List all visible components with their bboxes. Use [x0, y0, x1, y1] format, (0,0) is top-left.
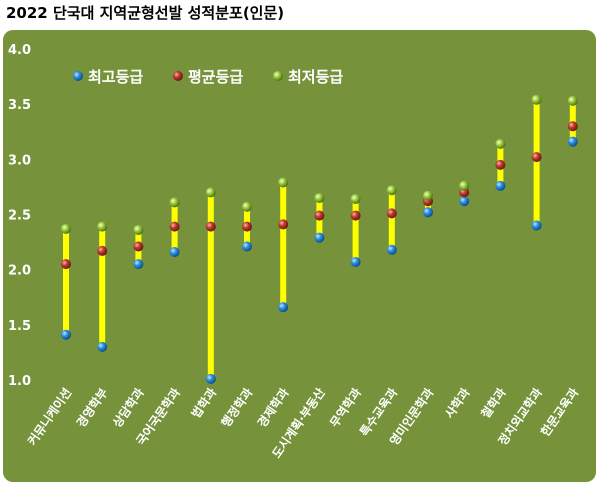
average-grade-point — [350, 210, 361, 221]
min-grade-point — [242, 201, 252, 212]
page-title: 2022 단국대 지역균형선발 성적분포(인문) — [6, 4, 285, 22]
max-grade-point — [205, 373, 216, 384]
max-grade-point — [97, 341, 108, 352]
min-grade-point — [386, 185, 397, 196]
min-grade-point — [567, 95, 578, 106]
min-grade-point — [495, 138, 506, 149]
legend-label: 최고등급 — [88, 68, 143, 86]
average-grade-point — [169, 221, 180, 232]
legend-label: 평균등급 — [188, 68, 243, 86]
min-grade-point — [133, 224, 144, 235]
min-grade-point — [61, 223, 71, 234]
legend-label: 최저등급 — [288, 68, 343, 86]
max-grade-point — [423, 207, 433, 218]
max-grade-point — [567, 136, 578, 147]
max-grade-point — [459, 196, 470, 207]
average-grade-point — [205, 221, 216, 232]
max-grade-point — [386, 244, 397, 255]
y-tick-label: 1.5 — [8, 319, 31, 334]
max-grade-point — [278, 302, 289, 313]
y-tick-label: 2.5 — [8, 209, 31, 224]
legend-item-min: 최저등급 — [273, 68, 343, 86]
min-grade-point — [459, 180, 470, 191]
min-grade-point — [97, 221, 108, 232]
max-grade-point — [350, 256, 361, 267]
min-grade-point — [531, 94, 542, 105]
y-tick-label: 3.0 — [8, 153, 31, 168]
min-grade-point — [169, 197, 180, 208]
average-grade-point — [386, 208, 397, 219]
max-grade-point — [133, 259, 144, 270]
average-grade-point — [97, 245, 108, 256]
min-grade-point — [278, 177, 289, 188]
average-grade-point — [314, 210, 325, 221]
average-grade-point — [133, 241, 144, 252]
max-grade-point — [169, 247, 180, 258]
max-grade-point — [61, 329, 71, 340]
min-grade-point — [423, 190, 433, 201]
min-grade-point — [205, 187, 216, 198]
plot-background — [3, 30, 596, 482]
legend-marker — [73, 71, 83, 81]
legend-item-max: 최고등급 — [73, 68, 143, 86]
max-grade-point — [531, 220, 542, 231]
y-tick-label: 2.0 — [8, 264, 31, 279]
average-grade-point — [242, 221, 252, 232]
max-grade-point — [495, 180, 506, 191]
average-grade-point — [495, 159, 506, 170]
average-grade-point — [278, 219, 289, 230]
average-grade-point — [531, 152, 542, 163]
legend-item-avg: 평균등급 — [173, 68, 243, 86]
max-grade-point — [314, 232, 325, 243]
legend-marker — [273, 71, 283, 81]
y-tick-label: 1.0 — [8, 374, 31, 389]
max-grade-point — [242, 241, 252, 252]
legend-marker — [173, 71, 183, 81]
y-tick-label: 3.5 — [8, 98, 31, 113]
average-grade-point — [61, 259, 71, 270]
min-grade-point — [314, 192, 325, 203]
y-tick-label: 4.0 — [8, 43, 31, 58]
average-grade-point — [567, 121, 578, 132]
min-grade-point — [350, 194, 361, 205]
